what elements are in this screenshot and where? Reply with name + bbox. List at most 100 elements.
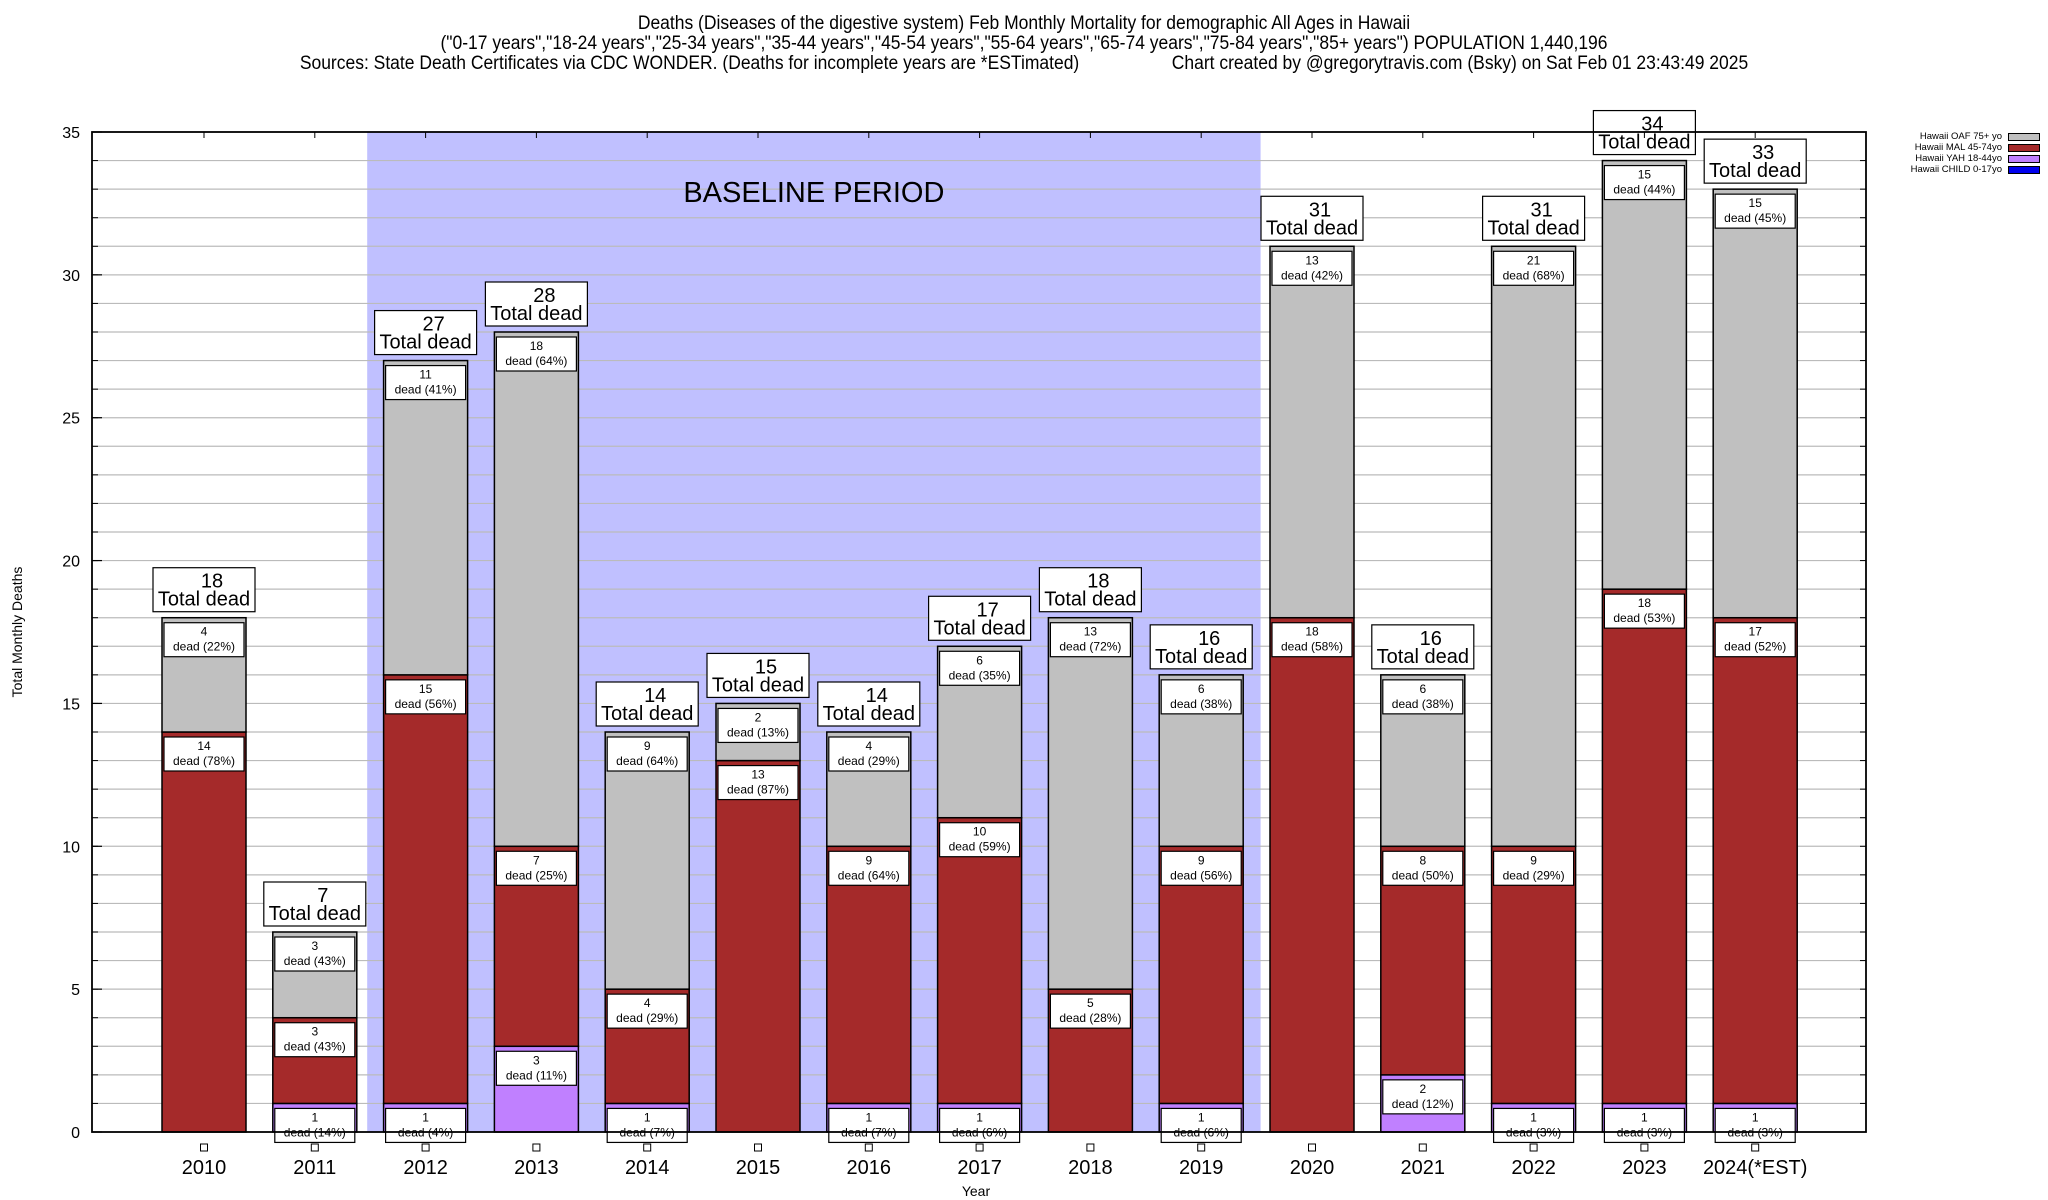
segment-pct-label: dead (58%) (1281, 640, 1343, 654)
bar-segment (1601, 159, 1688, 590)
segment-count-label: 18 (1638, 596, 1652, 610)
segment-pct-label: dead (64%) (505, 354, 567, 368)
x-tick-label: 2016 (847, 1157, 892, 1179)
segment-count-label: 2 (1419, 1082, 1426, 1096)
segment-count-label: 15 (419, 682, 433, 696)
bar-segment (936, 816, 1023, 1105)
segment-label-box (1160, 1107, 1242, 1144)
segment-count-label: 9 (865, 853, 872, 867)
legend-label: Hawaii MAL 45-74yo (1914, 142, 2002, 153)
y-tick-label: 35 (62, 125, 80, 142)
segment-count-label: 18 (530, 339, 544, 353)
total-label-box (595, 681, 699, 727)
segment-count-label: 1 (865, 1110, 872, 1124)
x-axis-label: Year (962, 1183, 991, 1199)
legend-label: Hawaii YAH 18-44yo (1915, 153, 2002, 164)
segment-label-box (1603, 164, 1686, 201)
segment-count-label: 6 (1198, 682, 1205, 696)
segment-label-box (938, 650, 1021, 686)
x-tick-marker (1640, 1143, 1649, 1152)
segment-count-label: 4 (644, 996, 651, 1010)
segment-count-label: 9 (1530, 853, 1537, 867)
total-dead-label: Total dead (379, 332, 471, 354)
y-tick-label: 15 (62, 696, 80, 713)
segment-label-box (1382, 1079, 1464, 1115)
total-count-label: 17 (976, 599, 998, 621)
total-dead-label: Total dead (1598, 132, 1690, 154)
segment-pct-label: dead (22%) (173, 640, 235, 654)
segment-count-label: 11 (419, 368, 432, 382)
segment-label-box (495, 336, 577, 372)
x-tick-label: 2023 (1622, 1157, 1667, 1179)
total-dead-label: Total dead (601, 703, 693, 725)
segment-pct-label: dead (29%) (1503, 868, 1565, 882)
total-count-label: 16 (1198, 628, 1220, 650)
segment-label-box (1049, 993, 1132, 1029)
total-label-box (484, 281, 588, 327)
segment-count-label: 17 (1749, 625, 1763, 639)
segment-pct-label: dead (64%) (838, 868, 900, 882)
legend-item: Hawaii OAF 75+ yo (1911, 131, 2040, 142)
segment-pct-label: dead (56%) (395, 697, 457, 711)
total-label-box (263, 881, 367, 927)
total-count-label: 18 (1087, 571, 1109, 593)
bar-segment (1047, 616, 1134, 990)
segment-label-box (274, 936, 356, 972)
x-tick-marker (421, 1143, 430, 1152)
x-tick-marker (200, 1143, 208, 1152)
bar-segment (1490, 245, 1577, 848)
segment-count-label: 15 (1638, 168, 1652, 182)
bar-segment (1269, 245, 1355, 619)
segment-label-box (1271, 622, 1353, 658)
total-label-box (706, 652, 810, 699)
segment-label-box (385, 1107, 467, 1144)
segment-label-box (1382, 679, 1464, 715)
x-tick-label: 2015 (736, 1157, 781, 1179)
bar-segment (493, 331, 580, 848)
legend-swatch (2008, 143, 2040, 152)
segment-pct-label: dead (12%) (1392, 1097, 1454, 1111)
segment-pct-label: dead (52%) (1724, 640, 1786, 654)
x-tick-marker (1529, 1143, 1538, 1152)
y-axis-label: Total Monthly Deaths (9, 567, 25, 698)
segment-count-label: 1 (1530, 1110, 1537, 1124)
legend-item: Hawaii YAH 18-44yo (1911, 153, 2040, 164)
segment-pct-label: dead (42%) (1281, 268, 1343, 282)
total-dead-label: Total dead (1266, 217, 1358, 239)
x-tick-marker (1751, 1143, 1760, 1152)
segment-pct-label: dead (50%) (1392, 868, 1454, 882)
segment-count-label: 4 (201, 625, 208, 639)
total-label-box (374, 309, 478, 356)
bar-segment (382, 359, 469, 676)
segment-count-label: 7 (533, 853, 540, 867)
x-tick-marker (1086, 1143, 1095, 1152)
segment-label-box (495, 1050, 577, 1086)
segment-label-box (385, 679, 467, 715)
total-dead-label: Total dead (1377, 646, 1469, 668)
segment-label-box (1603, 1107, 1686, 1144)
segment-count-label: 1 (311, 1110, 318, 1124)
total-count-label: 33 (1752, 142, 1774, 164)
y-tick-label: 30 (62, 268, 80, 285)
segment-count-label: 13 (1084, 625, 1098, 639)
bar-segment (1269, 616, 1355, 1133)
chart-title-line1: Deaths (Diseases of the digestive system… (637, 13, 1411, 34)
segment-count-label: 1 (1198, 1110, 1205, 1124)
segment-count-label: 3 (311, 939, 318, 953)
x-tick-label: 2014 (625, 1157, 670, 1179)
x-tick-marker (1308, 1143, 1316, 1152)
segment-pct-label: dead (35%) (949, 668, 1011, 682)
total-count-label: 7 (317, 885, 328, 907)
segment-count-label: 1 (976, 1110, 983, 1124)
segment-pct-label: dead (11%) (506, 1068, 567, 1082)
x-tick-label: 2021 (1401, 1157, 1446, 1179)
segment-label-box (1714, 1107, 1796, 1144)
chart-title-line3: Sources: State Death Certificates via CD… (82, 53, 1966, 74)
x-tick-marker (1197, 1143, 1206, 1152)
segment-label-box (1049, 622, 1132, 658)
segment-pct-label: dead (29%) (616, 1011, 678, 1025)
x-tick-label: 2018 (1068, 1157, 1113, 1179)
bar-segment (382, 674, 469, 1105)
segment-label-box (938, 822, 1021, 858)
